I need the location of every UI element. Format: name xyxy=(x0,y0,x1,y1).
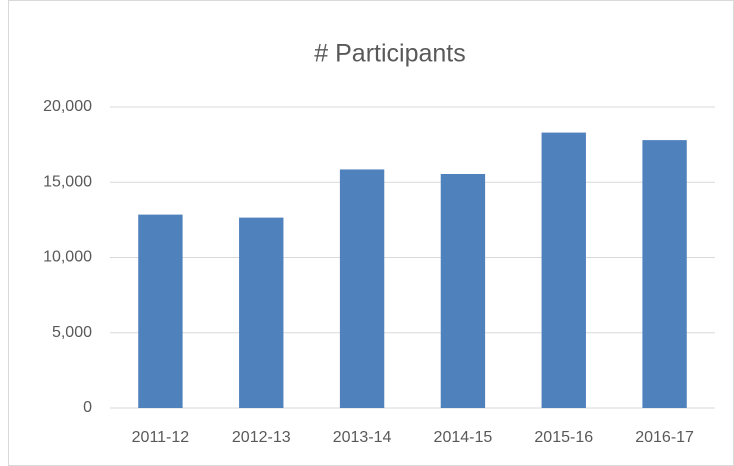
bar xyxy=(642,140,687,409)
x-tick-label: 2014-15 xyxy=(434,429,493,446)
y-tick-label: 20,000 xyxy=(43,98,92,115)
y-tick-label: 5,000 xyxy=(52,324,92,341)
bar xyxy=(239,217,284,408)
chart-title: # Participants xyxy=(314,40,465,68)
y-tick-label: 10,000 xyxy=(43,249,92,266)
x-tick-label: 2011-12 xyxy=(132,429,190,446)
bar xyxy=(138,214,183,408)
x-tick-label: 2013-14 xyxy=(333,429,392,446)
y-tick-label: 15,000 xyxy=(43,173,92,190)
x-tick-label: 2015-16 xyxy=(534,429,593,446)
y-tick-label: 0 xyxy=(83,399,92,416)
x-tick-label: 2016-17 xyxy=(635,429,694,446)
bar xyxy=(339,169,385,408)
x-tick-label: 2012-13 xyxy=(232,429,291,446)
bar xyxy=(440,173,486,408)
bar xyxy=(541,132,586,408)
